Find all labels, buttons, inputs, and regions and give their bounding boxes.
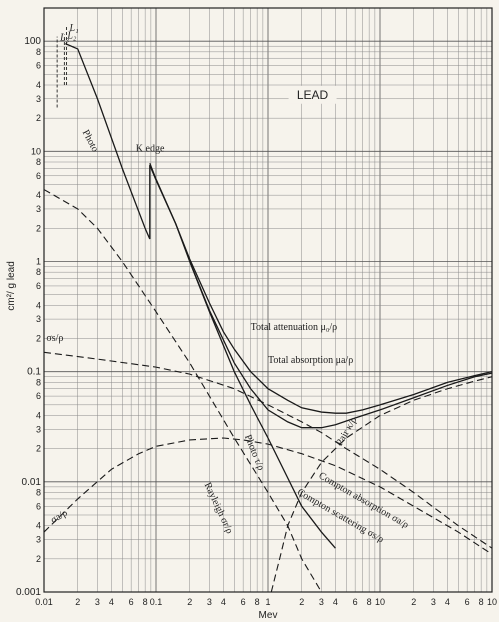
y-tick-label: 0.01: [22, 477, 42, 488]
annotation-k-edge: K edge: [136, 143, 165, 154]
grid: [43, 7, 492, 593]
y-tick-label: 8: [36, 488, 41, 498]
x-tick-label: 3: [207, 597, 212, 607]
x-tick-label: 8: [367, 597, 372, 607]
y-tick-label: 6: [36, 391, 41, 401]
y-tick-label: 1: [36, 256, 41, 266]
y-tick-label: 2: [36, 554, 41, 564]
x-tick-label: 4: [109, 597, 114, 607]
annotation-s: σs/ρ: [46, 333, 63, 344]
plot-frame: [43, 7, 493, 593]
y-tick-label: 4: [36, 300, 41, 310]
series-s: [43, 351, 493, 549]
y-tick-label: 8: [36, 267, 41, 277]
y-tick-labels: 0.001234680.01234680.1234681234681023468…: [16, 36, 41, 598]
x-tick-label: 10: [487, 597, 497, 607]
series-photo: [65, 43, 336, 549]
series-a: [43, 437, 493, 555]
y-tick-label: 3: [36, 204, 41, 214]
edge-label: L₂: [66, 30, 77, 41]
y-tick-label: 4: [36, 521, 41, 531]
y-tick-label: 10: [31, 146, 41, 156]
y-tick-label: 4: [36, 190, 41, 200]
x-tick-label: 6: [241, 597, 246, 607]
x-tick-label: 10: [375, 597, 385, 607]
y-tick-label: 4: [36, 80, 41, 90]
x-axis-label: Mev: [259, 610, 278, 621]
y-tick-label: 2: [36, 334, 41, 344]
curves: [43, 43, 493, 593]
y-tick-label: 0.1: [27, 367, 41, 378]
x-tick-label: 4: [333, 597, 338, 607]
x-tick-labels: 0.01 2 3 4 6 8 0.1 2 3 4 6 8 1 2 3 4 6 8 10 2 3 4 6 8 10: [35, 597, 497, 607]
chart-title: LEAD: [297, 88, 329, 102]
y-tick-label: 100: [24, 36, 41, 47]
y-tick-label: 3: [36, 534, 41, 544]
y-tick-label: 8: [36, 47, 41, 57]
x-tick-label: 1: [265, 597, 270, 607]
annotation-pair: Pair κ/ρ: [334, 415, 359, 448]
series-r: [43, 189, 322, 593]
annotation-total-absorption-a: Total absorption μa/ρ: [268, 355, 353, 366]
x-tick-label: 6: [129, 597, 134, 607]
y-tick-label: 2: [36, 444, 41, 454]
series-total-absorption-a: [189, 261, 493, 429]
x-tick-label: 2: [299, 597, 304, 607]
x-tick-label: 0.1: [150, 597, 163, 607]
annotation-rayleigh-r: Rayleigh σr/ρ: [202, 481, 235, 536]
y-tick-label: 0.001: [16, 587, 41, 598]
y-tick-label: 3: [36, 314, 41, 324]
series-: [270, 376, 493, 593]
x-tick-label: 2: [187, 597, 192, 607]
x-tick-label: 3: [95, 597, 100, 607]
x-tick-label: 8: [143, 597, 148, 607]
x-tick-label: 2: [411, 597, 416, 607]
x-tick-label: 8: [255, 597, 260, 607]
y-tick-label: 4: [36, 411, 41, 421]
x-tick-label: 3: [431, 597, 436, 607]
annotation-a: σa/ρ: [49, 508, 70, 526]
x-tick-label: 4: [445, 597, 450, 607]
edge-label: L₁: [69, 23, 79, 34]
x-tick-label: 8: [479, 597, 484, 607]
x-tick-label: 6: [465, 597, 470, 607]
annotation-photo: Photo τ/ρ: [242, 433, 266, 472]
y-tick-label: 2: [36, 223, 41, 233]
x-tick-label: 3: [319, 597, 324, 607]
x-tick-label: 4: [221, 597, 226, 607]
y-axis-label: cm²/ g lead: [6, 261, 17, 310]
annotation-total-attenuation: Total attenuation μ₀/ρ: [251, 322, 337, 333]
y-tick-label: 6: [36, 281, 41, 291]
y-tick-label: 6: [36, 501, 41, 511]
title-box: [288, 85, 337, 104]
y-tick-label: 3: [36, 94, 41, 104]
edge-label: L₃: [59, 33, 70, 44]
y-tick-label: 6: [36, 171, 41, 181]
x-tick-label: 2: [75, 597, 80, 607]
y-tick-label: 2: [36, 113, 41, 123]
x-tick-label: 0.01: [35, 597, 53, 607]
y-tick-label: 8: [36, 157, 41, 167]
y-tick-label: 6: [36, 61, 41, 71]
series-total-attenuation: [149, 162, 493, 414]
y-tick-label: 8: [36, 377, 41, 387]
y-tick-label: 3: [36, 424, 41, 434]
x-tick-label: 6: [353, 597, 358, 607]
